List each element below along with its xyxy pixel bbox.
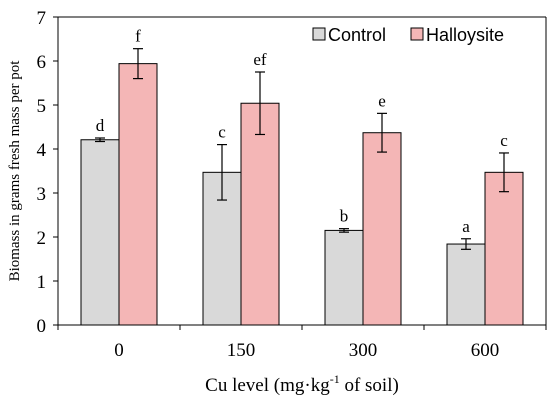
x-axis-title-suffix: of soil) bbox=[340, 375, 399, 396]
legend-label-control: Control bbox=[328, 25, 386, 45]
bar-halloysite bbox=[240, 102, 280, 326]
significance-letter: e bbox=[378, 91, 386, 110]
significance-letter: a bbox=[462, 217, 470, 236]
significance-letter: d bbox=[96, 116, 105, 135]
y-axis-ticks: 0 1 2 3 4 5 6 7 bbox=[37, 8, 58, 337]
legend-swatch-control bbox=[312, 27, 326, 41]
significance-letter: c bbox=[500, 131, 508, 150]
y-tick-label: 2 bbox=[37, 228, 47, 249]
significance-letter: b bbox=[340, 207, 349, 226]
x-tick-label: 600 bbox=[471, 340, 500, 361]
significance-letter: ef bbox=[253, 50, 267, 69]
x-axis-title-superscript: -1 bbox=[330, 372, 340, 386]
y-tick-label: 7 bbox=[37, 8, 47, 29]
x-axis-title-prefix: Cu level (mg·kg bbox=[205, 375, 330, 396]
x-tick-label: 0 bbox=[114, 340, 124, 361]
legend-swatch-halloysite bbox=[410, 27, 424, 41]
y-axis-title: Biomass in grams fresh mass per pot bbox=[7, 60, 23, 282]
y-tick-label: 1 bbox=[37, 272, 47, 293]
legend-item-control: Control bbox=[312, 25, 386, 45]
x-tick-label: 150 bbox=[227, 340, 256, 361]
x-tick-label: 300 bbox=[349, 340, 378, 361]
bar-control bbox=[324, 229, 364, 326]
legend: Control Halloysite bbox=[312, 25, 504, 45]
bar-control bbox=[80, 139, 120, 326]
bar-control bbox=[446, 243, 486, 326]
y-tick-label: 6 bbox=[37, 52, 47, 73]
y-tick-label: 4 bbox=[37, 140, 47, 161]
y-tick-label: 0 bbox=[37, 316, 47, 337]
error-bars-group bbox=[95, 48, 509, 250]
bar-halloysite bbox=[118, 63, 158, 326]
x-axis-ticks: 0 150 300 600 bbox=[57, 325, 547, 361]
bars-group bbox=[80, 63, 524, 326]
significance-letter: f bbox=[135, 27, 141, 46]
bar-halloysite bbox=[484, 171, 524, 326]
y-tick-label: 5 bbox=[37, 96, 47, 117]
legend-item-halloysite: Halloysite bbox=[410, 25, 504, 45]
x-axis-title: Cu level (mg·kg-1 of soil) bbox=[205, 372, 399, 396]
bar-halloysite bbox=[362, 132, 402, 326]
y-tick-label: 3 bbox=[37, 184, 47, 205]
significance-letter: c bbox=[218, 123, 226, 142]
legend-label-halloysite: Halloysite bbox=[426, 25, 504, 45]
significance-labels-group: d f c ef b e a c bbox=[96, 27, 508, 236]
